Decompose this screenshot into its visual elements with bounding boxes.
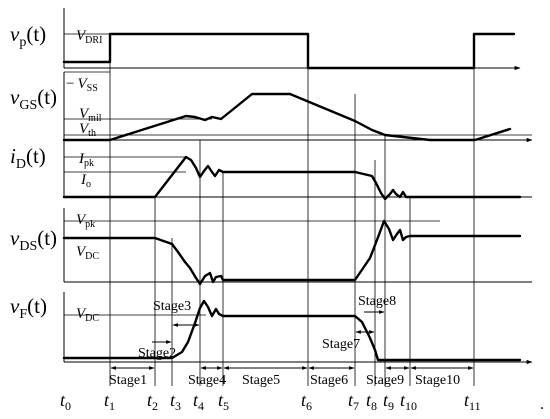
t5-label: t5 [218, 390, 229, 413]
t6-label: t6 [301, 390, 312, 413]
t4-label: t4 [193, 390, 204, 413]
t8-label: t8 [366, 390, 377, 413]
stage6-label: Stage6 [310, 373, 348, 388]
vds-label: vDS(t) [10, 226, 57, 254]
vth-label: Vth [79, 121, 96, 139]
vgs-waveform [62, 92, 512, 142]
t11-label: t11 [464, 390, 481, 413]
vdc-f-label: VDC [76, 306, 99, 324]
t7-label: t7 [348, 390, 359, 413]
stage3-label: Stage3 [153, 299, 191, 314]
stage8-label: Stage8 [358, 294, 396, 309]
stage7-label: Stage7 [322, 337, 360, 352]
vds-waveform [62, 219, 522, 286]
time-tick-lines [109, 34, 475, 386]
vgs-label: vGS(t) [10, 85, 57, 113]
vp-label: vp(t) [10, 22, 46, 50]
id-label: iD(t) [10, 144, 46, 172]
vf-label: vF(t) [10, 294, 47, 322]
stage5-label: Stage5 [242, 373, 280, 388]
io-label: Io [80, 172, 91, 190]
ipk-label: Ipk [78, 151, 94, 169]
t3-label: t3 [170, 390, 181, 413]
t10-label: t10 [400, 390, 417, 413]
id-waveform [62, 155, 522, 201]
stage9-label: Stage9 [366, 373, 404, 388]
vf-waveform [62, 299, 522, 362]
vpk-label: Vpk [76, 212, 95, 230]
trailing-mark: . [540, 396, 544, 413]
stage4-label: Stage4 [188, 373, 226, 388]
vmil-label: Vmil [79, 106, 102, 124]
vss-label: − VSS [66, 76, 98, 94]
stage2-label: Stage2 [138, 346, 176, 361]
vp-waveform [62, 32, 516, 70]
t0-label: t0 [60, 390, 71, 413]
vdc-ds-label: VDC [76, 244, 99, 262]
t1-label: t1 [104, 390, 115, 413]
stage1-label: Stage1 [109, 373, 147, 388]
stage10-label: Stage10 [415, 373, 460, 388]
t9-label: t9 [383, 390, 394, 413]
t2-label: t2 [147, 390, 158, 413]
vdri-label: VDRI [76, 28, 102, 46]
